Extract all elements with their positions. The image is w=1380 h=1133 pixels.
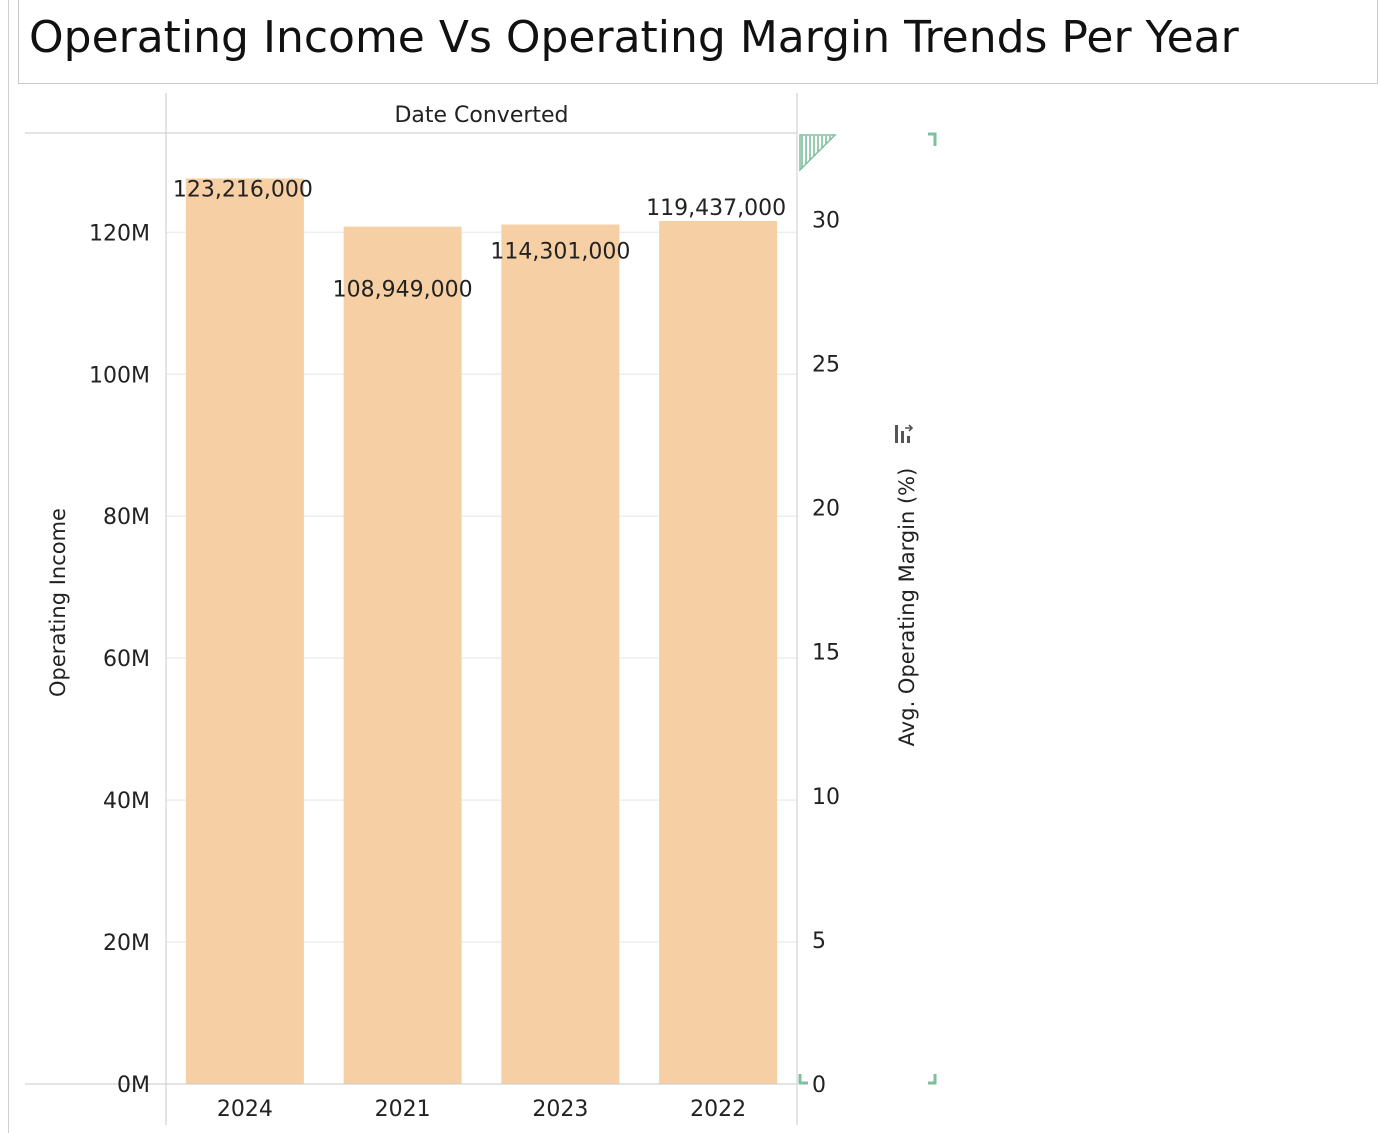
y2-tick-label: 10 [812, 785, 840, 810]
left-border [8, 0, 9, 1133]
y2-tick-label: 25 [812, 353, 840, 378]
x-tick-label: 2023 [532, 1097, 588, 1122]
y2-tick-label: 30 [812, 208, 840, 233]
y-tick-label: 100M [89, 363, 150, 388]
y-tick-label: 120M [89, 221, 150, 246]
y-tick-label: 20M [103, 931, 150, 956]
y2-tick-label: 0 [812, 1073, 826, 1098]
axis-marker-hatch [799, 134, 837, 172]
y2-tick-label: 5 [812, 929, 826, 954]
bar-2022[interactable] [659, 221, 778, 1084]
data-label: 114,301,000 [490, 240, 630, 265]
column-header: Date Converted [394, 103, 568, 128]
y-tick-label: 80M [103, 505, 150, 530]
bar-2023[interactable] [501, 224, 620, 1084]
x-tick-label: 2022 [690, 1097, 746, 1122]
axis-marker-brackets [798, 132, 937, 1085]
bar-2024[interactable] [185, 178, 304, 1084]
y2-axis-title: Avg. Operating Margin (%) [895, 468, 919, 747]
sort-icon[interactable] [895, 424, 914, 443]
y2-tick-label: 15 [812, 641, 840, 666]
y-tick-label: 0M [117, 1073, 150, 1098]
data-label: 108,949,000 [333, 278, 473, 303]
y-tick-label: 60M [103, 647, 150, 672]
chart-title: Operating Income Vs Operating Margin Tre… [29, 12, 1239, 63]
y-axis-title: Operating Income [46, 508, 70, 697]
y2-tick-label: 20 [812, 497, 840, 522]
data-label: 119,437,000 [646, 196, 786, 221]
title-box: Operating Income Vs Operating Margin Tre… [18, 0, 1378, 84]
x-tick-label: 2021 [375, 1097, 431, 1122]
y-tick-label: 40M [103, 789, 150, 814]
x-tick-label: 2024 [217, 1097, 273, 1122]
bar-2021[interactable] [343, 226, 462, 1084]
data-label: 123,216,000 [173, 177, 313, 202]
